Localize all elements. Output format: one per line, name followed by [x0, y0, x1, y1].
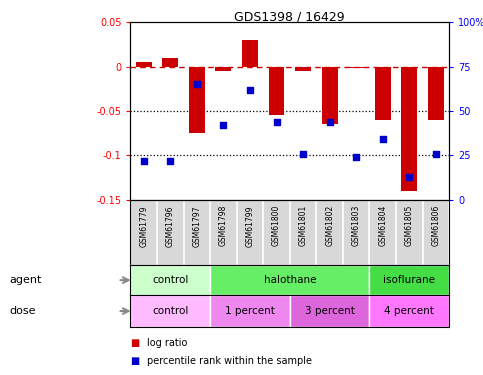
Bar: [210, 295, 290, 327]
Text: control: control: [152, 306, 188, 316]
Text: GSM61806: GSM61806: [431, 205, 440, 246]
Text: halothane: halothane: [264, 275, 316, 285]
Point: [353, 154, 360, 160]
Text: agent: agent: [10, 275, 42, 285]
Point: [326, 118, 333, 124]
Point: [432, 151, 440, 157]
Text: GDS1398 / 16429: GDS1398 / 16429: [234, 10, 345, 23]
Bar: [369, 265, 449, 295]
Point: [246, 87, 254, 93]
Text: GSM61800: GSM61800: [272, 205, 281, 246]
Text: isoflurane: isoflurane: [384, 275, 435, 285]
Point: [193, 81, 201, 87]
Bar: [162, 58, 178, 67]
Bar: [130, 295, 210, 327]
Bar: [375, 67, 391, 120]
Text: 3 percent: 3 percent: [305, 306, 355, 316]
Point: [166, 158, 174, 164]
Bar: [189, 67, 205, 133]
Point: [272, 118, 280, 124]
Text: control: control: [152, 275, 188, 285]
Bar: [136, 62, 152, 67]
Text: GSM61797: GSM61797: [192, 205, 201, 247]
Point: [379, 136, 386, 142]
Bar: [369, 295, 449, 327]
Bar: [210, 265, 369, 295]
Text: GSM61799: GSM61799: [245, 205, 255, 247]
Point: [140, 158, 148, 164]
Point: [299, 151, 307, 157]
Bar: [322, 67, 338, 124]
Point: [219, 122, 227, 128]
Text: 4 percent: 4 percent: [384, 306, 434, 316]
Text: GSM61796: GSM61796: [166, 205, 175, 247]
Bar: [215, 67, 231, 71]
Bar: [295, 67, 311, 71]
Text: percentile rank within the sample: percentile rank within the sample: [147, 356, 313, 366]
Text: ■: ■: [130, 338, 140, 348]
Text: ■: ■: [130, 356, 140, 366]
Bar: [428, 67, 444, 120]
Text: log ratio: log ratio: [147, 338, 188, 348]
Text: GSM61802: GSM61802: [325, 205, 334, 246]
Text: GSM61805: GSM61805: [405, 205, 414, 246]
Bar: [242, 40, 258, 67]
Text: GSM61801: GSM61801: [298, 205, 308, 246]
Text: dose: dose: [10, 306, 36, 316]
Text: GSM61798: GSM61798: [219, 205, 228, 246]
Bar: [401, 67, 417, 191]
Bar: [290, 295, 369, 327]
Bar: [348, 67, 364, 68]
Text: GSM61803: GSM61803: [352, 205, 361, 246]
Point: [406, 174, 413, 180]
Text: GSM61804: GSM61804: [378, 205, 387, 246]
Bar: [269, 67, 284, 116]
Text: GSM61779: GSM61779: [139, 205, 148, 247]
Text: 1 percent: 1 percent: [225, 306, 275, 316]
Bar: [130, 265, 210, 295]
